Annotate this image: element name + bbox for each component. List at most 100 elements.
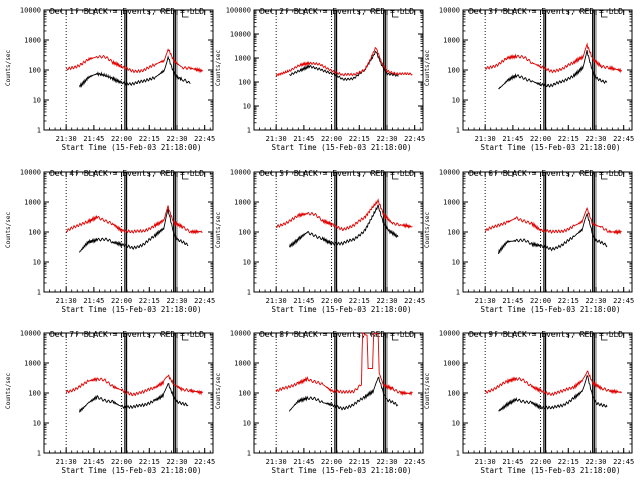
x-tick-label: 22:45 <box>194 135 215 143</box>
x-tick-label: 22:30 <box>166 458 187 466</box>
x-tick-label: 21:45 <box>83 297 104 305</box>
y-tick-label: 1 <box>37 450 41 458</box>
x-axis-label: Start Time (15-Feb-03 21:18:00) <box>62 466 202 475</box>
series-lld-line <box>276 198 413 232</box>
series-lld-line <box>65 205 203 235</box>
y-tick-label: 1 <box>37 289 41 297</box>
series-lld-line <box>484 42 622 74</box>
series-events-line <box>79 383 189 413</box>
y-tick-label: 10000 <box>230 31 251 39</box>
x-tick-label: 22:00 <box>321 135 342 143</box>
y-tick-label: 100000 <box>226 7 251 15</box>
x-axis-label: Start Time (15-Feb-03 21:18:00) <box>62 305 202 314</box>
x-axis-label: Start Time (15-Feb-03 21:18:00) <box>272 305 412 314</box>
x-tick-label: 22:15 <box>349 297 370 305</box>
bracket-marker <box>182 173 189 180</box>
x-tick-label: 22:15 <box>558 135 579 143</box>
series-lld-line <box>275 46 413 77</box>
x-tick-label: 22:15 <box>558 458 579 466</box>
bracket-marker <box>182 334 189 341</box>
x-tick-label: 21:45 <box>83 458 104 466</box>
panel-det-9: Det 9f BLACK = Events, RED = LLDCounts/s… <box>424 330 634 476</box>
x-axis-label: Start Time (15-Feb-03 21:18:00) <box>481 305 621 314</box>
y-tick-label: 10 <box>33 259 41 267</box>
y-tick-label: 10 <box>33 420 41 428</box>
y-tick-label: 10 <box>243 259 251 267</box>
y-tick-label: 1 <box>456 450 460 458</box>
x-tick-label: 22:00 <box>530 297 551 305</box>
y-tick-label: 1000 <box>443 199 460 207</box>
x-tick-label: 22:45 <box>194 458 215 466</box>
x-tick-label: 22:30 <box>376 297 397 305</box>
y-tick-label: 100 <box>238 390 251 398</box>
bracket-marker <box>182 11 189 18</box>
series-lld-line <box>484 370 622 397</box>
y-axis-label: Counts/sec <box>215 49 222 86</box>
x-tick-label: 21:45 <box>293 458 314 466</box>
y-tick-label: 1000 <box>443 37 460 45</box>
series-lld-line <box>65 48 203 74</box>
panel-det-7: Det 7f BLACK = Events, RED = LLDCounts/s… <box>5 330 215 476</box>
x-tick-label: 21:45 <box>293 297 314 305</box>
y-tick-label: 100 <box>28 229 41 237</box>
series-events-line <box>289 204 399 248</box>
bracket-marker <box>601 334 608 341</box>
y-tick-label: 100 <box>28 390 41 398</box>
y-tick-label: 10 <box>33 97 41 105</box>
y-axis-label: Counts/sec <box>5 49 12 86</box>
x-tick-label: 22:45 <box>194 297 215 305</box>
plot-frame <box>253 171 424 293</box>
x-tick-label: 21:30 <box>475 297 496 305</box>
bracket-marker <box>601 11 608 18</box>
y-tick-label: 10 <box>452 259 460 267</box>
y-tick-label: 1 <box>37 127 41 135</box>
y-tick-label: 1 <box>247 127 251 135</box>
x-tick-label: 22:15 <box>349 458 370 466</box>
y-tick-label: 10 <box>452 97 460 105</box>
series-events-line <box>498 50 608 90</box>
plot-frame <box>253 9 424 131</box>
series-lld-line <box>65 374 203 397</box>
x-tick-label: 21:45 <box>502 135 523 143</box>
y-tick-label: 10000 <box>439 7 460 15</box>
x-tick-label: 22:15 <box>139 297 160 305</box>
y-tick-label: 1000 <box>24 360 41 368</box>
x-tick-label: 21:30 <box>475 135 496 143</box>
x-tick-label: 22:45 <box>613 297 634 305</box>
series-events-line <box>498 374 608 412</box>
plot-frame <box>462 171 633 293</box>
y-axis-label: Counts/sec <box>424 211 431 248</box>
y-tick-label: 100 <box>447 390 460 398</box>
x-tick-label: 22:15 <box>349 135 370 143</box>
panel-det-1: Det 1f BLACK = Events, RED = LLDCounts/s… <box>5 7 215 153</box>
y-tick-label: 10000 <box>20 330 41 338</box>
x-tick-label: 22:00 <box>530 458 551 466</box>
y-tick-label: 100 <box>28 67 41 75</box>
panel-det-2: Det 2f BLACK = Events, RED = LLDCounts/s… <box>215 7 425 153</box>
x-tick-label: 22:15 <box>139 458 160 466</box>
y-tick-label: 100 <box>238 79 251 87</box>
x-tick-label: 22:30 <box>585 458 606 466</box>
y-axis-label: Counts/sec <box>5 211 12 248</box>
y-tick-label: 1 <box>456 127 460 135</box>
series-lld-line <box>484 207 622 236</box>
x-tick-label: 21:45 <box>502 297 523 305</box>
x-tick-label: 22:30 <box>166 135 187 143</box>
x-tick-label: 21:30 <box>266 135 287 143</box>
x-tick-label: 21:30 <box>266 458 287 466</box>
series-events-line <box>498 212 608 254</box>
x-axis-label: Start Time (15-Feb-03 21:18:00) <box>272 466 412 475</box>
bracket-marker <box>392 334 399 341</box>
x-tick-label: 22:00 <box>321 297 342 305</box>
y-tick-label: 100 <box>238 229 251 237</box>
x-tick-label: 22:15 <box>558 297 579 305</box>
y-tick-label: 10000 <box>230 330 251 338</box>
x-tick-label: 22:30 <box>585 135 606 143</box>
y-tick-label: 1000 <box>234 199 251 207</box>
x-tick-label: 22:30 <box>376 135 397 143</box>
x-tick-label: 21:30 <box>56 458 77 466</box>
x-tick-label: 22:45 <box>613 135 634 143</box>
y-tick-label: 1000 <box>24 199 41 207</box>
y-axis-label: Counts/sec <box>424 49 431 86</box>
